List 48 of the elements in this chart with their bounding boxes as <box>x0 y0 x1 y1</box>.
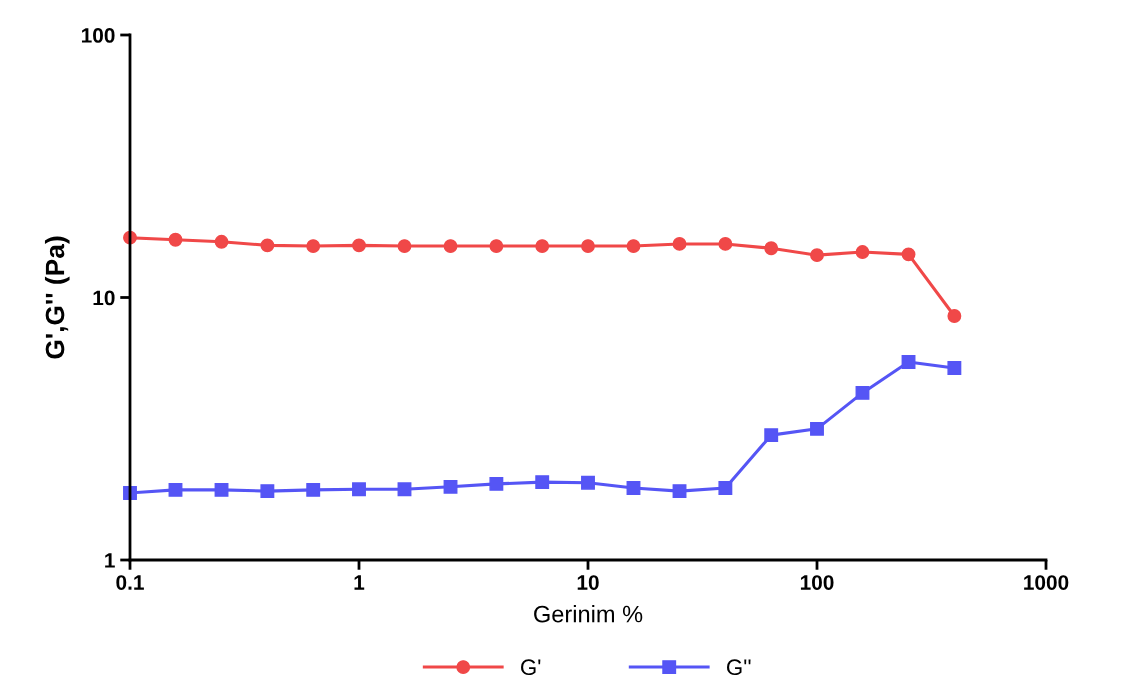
point <box>489 239 504 254</box>
point <box>306 482 321 497</box>
point <box>764 241 779 256</box>
legend-label: G' <box>521 659 541 676</box>
point <box>901 355 916 369</box>
x-tick-label: 1 <box>354 575 365 590</box>
point <box>168 482 183 497</box>
point <box>397 482 412 497</box>
point <box>581 475 595 490</box>
point <box>855 245 870 259</box>
y-tick-label: 1 <box>105 553 115 568</box>
point <box>306 239 321 254</box>
point <box>626 481 641 495</box>
point <box>214 482 229 497</box>
point <box>718 481 733 495</box>
point <box>352 482 366 497</box>
point <box>214 234 229 249</box>
point <box>764 428 779 443</box>
point <box>672 236 687 251</box>
point <box>626 239 641 254</box>
x-tick-label: 0.1 <box>116 575 144 590</box>
y-tick-label: 100 <box>81 28 115 43</box>
point <box>535 475 550 490</box>
point <box>443 239 458 254</box>
point <box>443 479 458 494</box>
point <box>168 232 183 247</box>
point <box>489 476 504 491</box>
x-tick-label: 1000 <box>1024 575 1069 590</box>
point <box>855 385 870 400</box>
y-axis-title: G',G'' (Pa) <box>44 236 70 359</box>
y-tick-label: 10 <box>93 290 115 306</box>
legend-label: G'' <box>727 659 751 676</box>
point <box>810 248 824 263</box>
point <box>810 421 824 436</box>
point <box>672 484 687 499</box>
point <box>260 238 275 253</box>
point <box>352 238 366 253</box>
point <box>535 239 550 254</box>
point <box>260 484 275 499</box>
x-tick-label: 100 <box>800 575 834 590</box>
x-tick-label: 10 <box>577 575 599 590</box>
point <box>397 239 412 254</box>
point <box>947 361 962 375</box>
x-axis-title: Gerinim % <box>534 605 643 623</box>
point <box>947 309 962 323</box>
point <box>581 239 595 254</box>
point <box>901 247 916 262</box>
point <box>718 236 733 251</box>
